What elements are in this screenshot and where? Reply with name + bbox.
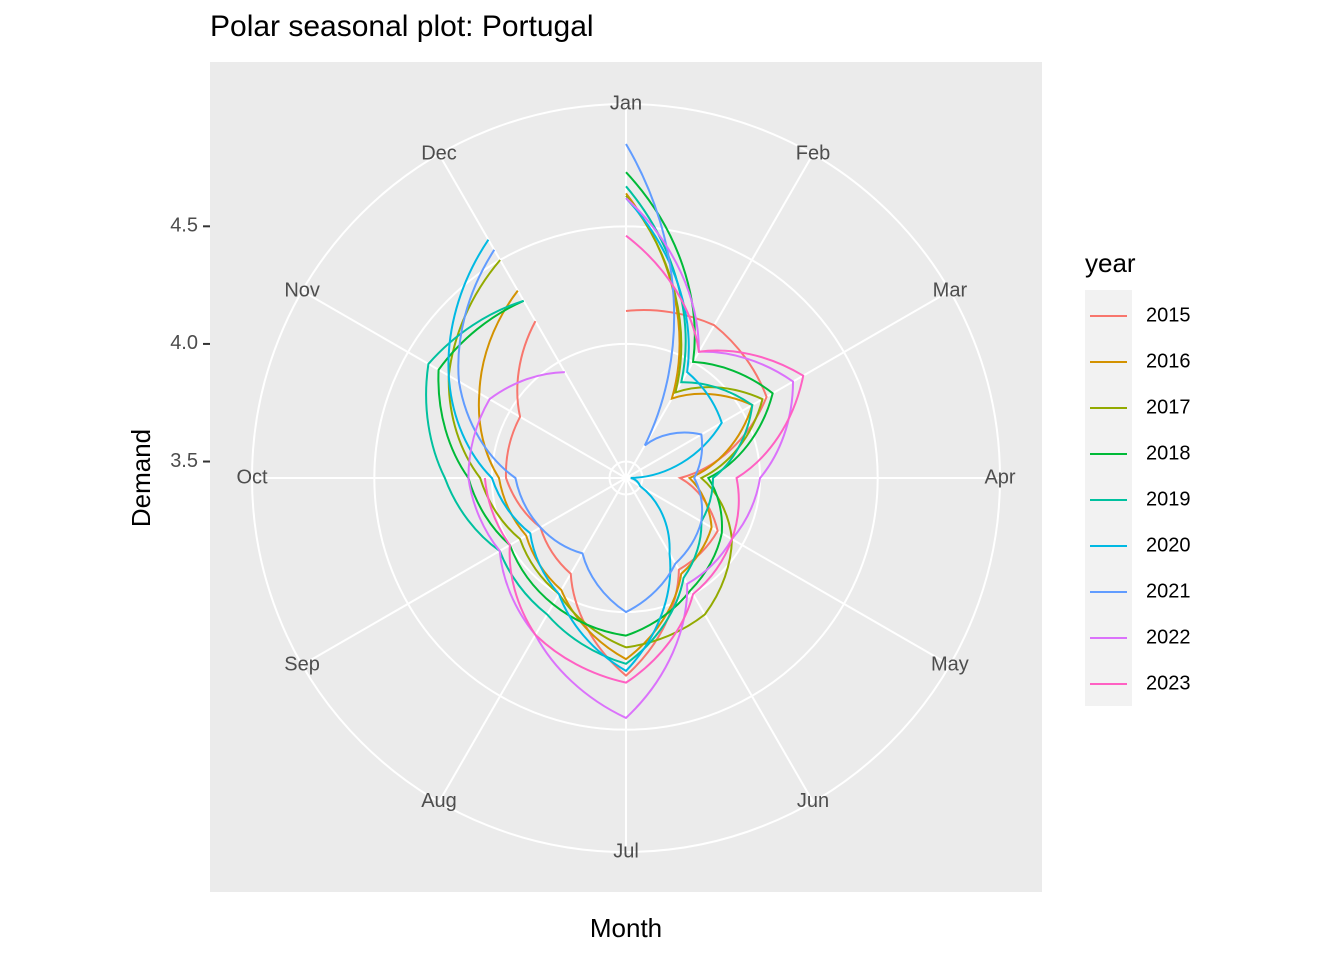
spoke	[625, 477, 951, 666]
legend-label: 2018	[1146, 442, 1191, 464]
y-tick-label: 4.5	[170, 215, 198, 237]
x-axis-label: Month	[590, 913, 662, 943]
legend-label: 2020	[1146, 534, 1191, 556]
month-label: Jul	[613, 840, 639, 862]
spoke	[438, 477, 627, 803]
legend-label: 2019	[1146, 488, 1191, 510]
legend-keys-bg	[1085, 290, 1132, 706]
legend-title: year	[1085, 248, 1136, 278]
legend-label: 2021	[1146, 580, 1191, 602]
month-label: Feb	[796, 142, 830, 164]
spoke	[625, 477, 814, 803]
spoke	[438, 153, 627, 479]
month-label: Aug	[421, 790, 457, 812]
month-label: Jun	[797, 790, 829, 812]
month-label: Oct	[236, 466, 268, 488]
series-line	[425, 185, 754, 665]
series-line	[457, 143, 704, 614]
y-tick-label: 4.0	[170, 332, 198, 354]
spoke	[625, 153, 814, 479]
chart-title: Polar seasonal plot: Portugal	[210, 10, 594, 43]
series-line	[483, 234, 805, 684]
series-line	[467, 197, 795, 720]
y-tick-label: 3.5	[170, 450, 198, 472]
legend-label: 2022	[1146, 626, 1191, 648]
legend-label: 2023	[1146, 672, 1191, 694]
series-line	[447, 197, 723, 673]
month-label: Mar	[933, 279, 968, 301]
spoke	[625, 290, 951, 479]
month-label: Dec	[421, 142, 457, 164]
legend-label: 2017	[1146, 396, 1191, 418]
y-axis-label: Demand	[126, 429, 156, 527]
month-label: Nov	[284, 279, 320, 301]
series-line	[477, 192, 754, 661]
month-label: Apr	[984, 466, 1015, 488]
month-label: Sep	[284, 653, 320, 675]
legend-label: 2016	[1146, 350, 1191, 372]
month-label: Jan	[610, 92, 642, 114]
spoke	[301, 290, 627, 479]
spoke	[301, 477, 627, 666]
month-label: May	[931, 653, 969, 675]
legend-label: 2015	[1146, 304, 1191, 326]
